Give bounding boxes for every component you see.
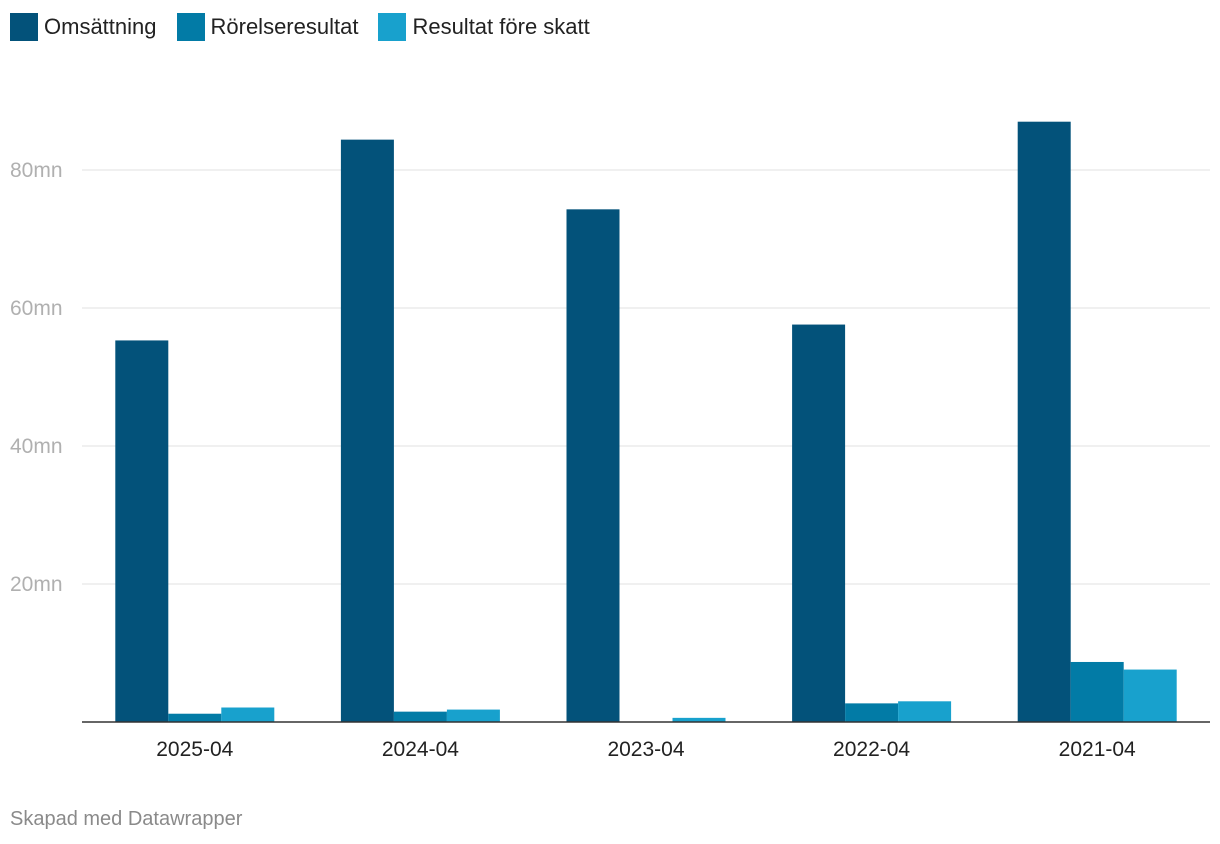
legend-item-rorelseresultat: Rörelseresultat [176,13,359,41]
bar-rorelseresultat-2024-04 [393,711,447,722]
bar-resultat-fore-skatt-2024-04 [446,709,500,722]
x-tick-label-2022-04: 2022-04 [833,738,910,761]
legend-label-resultat-fore-skatt: Resultat före skatt [412,14,590,39]
bar-rorelseresultat-2025-04 [168,713,222,722]
y-tick-label-60: 60mn [10,297,63,320]
legend-item-omsattning: Omsättning [10,13,157,41]
bar-omsattning-2022-04 [792,324,846,722]
legend-label-omsattning: Omsättning [44,14,157,39]
x-tick-label-2024-04: 2024-04 [382,738,459,761]
x-tick-label-2023-04: 2023-04 [607,738,684,761]
footer-credit: Skapad med Datawrapper [10,808,243,830]
legend-item-resultat-fore-skatt: Resultat före skatt [378,13,590,41]
bar-resultat-fore-skatt-2025-04 [221,707,275,722]
x-tick-label-2021-04: 2021-04 [1059,738,1136,761]
chart-legend: Omsättning Rörelseresultat Resultat före… [10,13,590,41]
y-tick-label-40: 40mn [10,435,63,458]
legend-swatch-rorelseresultat [176,13,205,41]
x-tick-label-2025-04: 2025-04 [156,738,233,761]
bar-omsattning-2021-04 [1017,121,1071,722]
bar-resultat-fore-skatt-2022-04 [898,701,952,722]
legend-swatch-resultat-fore-skatt [378,13,407,41]
bar-omsattning-2025-04 [115,340,169,722]
bar-omsattning-2023-04 [566,209,620,722]
legend-label-rorelseresultat: Rörelseresultat [210,14,359,39]
y-tick-label-80: 80mn [10,159,63,182]
bar-resultat-fore-skatt-2021-04 [1123,669,1177,722]
bar-resultat-fore-skatt-2023-04 [672,717,726,722]
bar-rorelseresultat-2021-04 [1070,661,1124,722]
y-tick-label-20: 20mn [10,573,63,596]
bar-rorelseresultat-2022-04 [845,703,899,722]
bar-omsattning-2024-04 [340,139,394,722]
legend-swatch-omsattning [10,13,38,41]
